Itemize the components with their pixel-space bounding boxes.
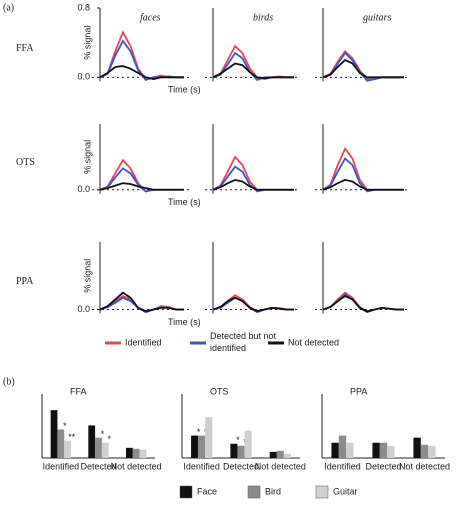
panel-label: (b) — [3, 376, 15, 387]
line-series — [322, 295, 404, 313]
legend-swatch — [315, 485, 329, 499]
row-label: FFA — [16, 43, 34, 54]
x-tick-label: Not detected — [111, 461, 162, 471]
x-tick-label: Identified — [43, 461, 80, 471]
y-tick-label: 0.0 — [77, 304, 90, 314]
x-tick-label: Not detected — [399, 461, 450, 471]
chart-title: FFA — [70, 386, 87, 396]
bar — [230, 443, 238, 458]
x-tick-label: Not detected — [255, 461, 306, 471]
bar — [338, 435, 347, 458]
column-title: guitars — [363, 12, 391, 23]
column-title: faces — [140, 12, 161, 23]
legend-label: Not detected — [288, 337, 339, 347]
legend-swatch — [179, 485, 193, 499]
legend-label: Face — [197, 486, 217, 496]
bar — [139, 449, 147, 458]
line-series — [99, 30, 184, 81]
bar — [205, 417, 213, 458]
bar — [420, 444, 429, 458]
line-series — [212, 178, 294, 191]
column-title: birds — [253, 12, 273, 23]
y-axis-label: % signal — [82, 259, 92, 293]
bar — [331, 442, 339, 458]
y-axis-label: % signal — [82, 26, 92, 60]
x-tick-label: Identified — [324, 461, 361, 471]
legend-label: Identified — [125, 337, 162, 347]
line-series — [99, 65, 184, 80]
bar — [50, 410, 58, 458]
x-axis-label: Time (s) — [168, 317, 201, 327]
bar — [237, 445, 245, 458]
line-series — [99, 182, 184, 191]
significance: * — [101, 429, 105, 439]
x-axis-label: Time (s) — [168, 85, 201, 95]
bar — [346, 442, 354, 458]
significance: * — [63, 421, 67, 431]
bar — [428, 445, 436, 458]
y-tick-label: 0.8 — [77, 2, 90, 12]
row-label: OTS — [16, 157, 35, 168]
bar — [64, 440, 72, 458]
significance: ** — [68, 432, 76, 442]
x-tick-label: Detected — [80, 461, 116, 471]
bar — [283, 453, 291, 458]
bar — [372, 442, 380, 458]
line-series — [99, 39, 184, 81]
bar — [88, 425, 96, 458]
bar — [387, 445, 395, 458]
bar — [198, 435, 206, 458]
legend-label: Bird — [265, 486, 281, 496]
line-series — [322, 157, 404, 193]
bar — [101, 442, 109, 458]
legend-swatch — [247, 485, 261, 499]
x-tick-label: Detected — [223, 461, 259, 471]
bar — [125, 447, 133, 458]
row-label: PPA — [16, 276, 34, 287]
legend-label: Detected but not identified — [210, 331, 277, 353]
y-tick-label: 0.0 — [77, 72, 90, 82]
y-axis-label: % signal — [82, 140, 92, 174]
line-series — [212, 62, 294, 80]
y-tick-label: 0.0 — [77, 184, 90, 194]
bar — [95, 437, 102, 458]
bar — [276, 450, 284, 458]
bar — [269, 451, 277, 458]
line-series — [322, 178, 404, 191]
line-series — [99, 291, 184, 313]
bar — [57, 429, 65, 458]
bar — [244, 430, 252, 458]
significance: * — [197, 427, 201, 437]
significance: * — [236, 435, 240, 445]
bar — [379, 442, 388, 458]
significance: * — [108, 434, 112, 444]
panel-label: (a) — [3, 2, 14, 13]
legend-label: Guitar — [333, 486, 358, 496]
bar — [413, 437, 421, 458]
chart-title: PPA — [350, 386, 367, 396]
chart-title: OTS — [210, 386, 229, 396]
line-series — [212, 296, 294, 313]
bar — [191, 435, 199, 458]
line-series — [322, 58, 404, 79]
x-tick-label: Identified — [183, 461, 220, 471]
x-tick-label: Detected — [365, 461, 401, 471]
bar — [132, 448, 140, 458]
x-axis-label: Time (s) — [168, 197, 201, 207]
